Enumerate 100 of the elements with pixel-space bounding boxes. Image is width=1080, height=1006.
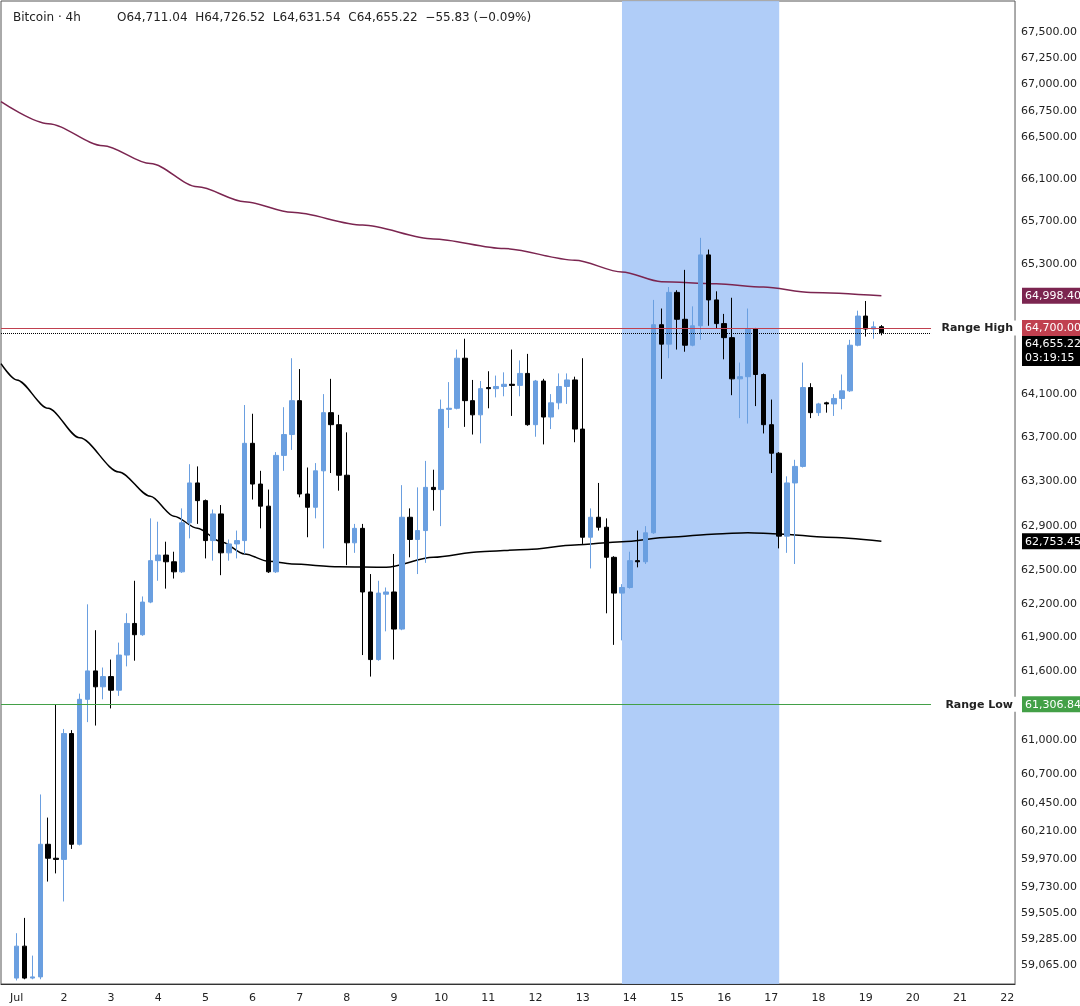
- y-tick-label: 64,100.00: [1021, 386, 1077, 400]
- candlestick: [155, 521, 161, 582]
- x-tick-label: 8: [343, 991, 351, 1004]
- y-tick-label: 60,210.00: [1021, 823, 1077, 837]
- candlestick: [509, 349, 515, 417]
- y-tick-label: 59,285.00: [1021, 931, 1077, 945]
- y-tick-label: 66,500.00: [1021, 129, 1077, 143]
- candlestick: [383, 586, 389, 632]
- y-tick-label: 61,900.00: [1021, 630, 1077, 644]
- candlestick: [344, 431, 350, 566]
- candlestick: [69, 729, 74, 850]
- candlestick: [533, 379, 538, 438]
- candlestick: [470, 379, 475, 436]
- ref-line-label: Range Low: [945, 697, 1014, 711]
- candlestick: [297, 368, 302, 498]
- candlestick: [478, 380, 483, 444]
- candlestick: [431, 469, 436, 512]
- y-tick-label: 61,600.00: [1021, 664, 1077, 678]
- candlestick: [564, 372, 570, 405]
- candlestick: [847, 339, 853, 393]
- x-tick-label: 6: [249, 991, 257, 1004]
- candlestick: [831, 393, 837, 417]
- candlestick: [187, 463, 192, 539]
- x-tick-label: 13: [575, 991, 590, 1004]
- x-tick-label: 5: [201, 991, 209, 1004]
- candlestick: [548, 393, 554, 430]
- x-tick-label: 20: [905, 991, 920, 1004]
- candlestick: [93, 629, 98, 727]
- candlestick: [328, 378, 334, 474]
- x-tick-label: 11: [481, 991, 496, 1004]
- x-tick-label: 3: [107, 991, 115, 1004]
- candlestick: [14, 932, 19, 981]
- candlestick: [517, 359, 523, 397]
- y-tick-label: 65,300.00: [1021, 256, 1077, 270]
- candlestick: [855, 310, 861, 347]
- y-tick-label: 59,505.00: [1021, 906, 1077, 920]
- candlestick: [399, 484, 405, 631]
- text: O64,711.04 H64,726.52 L64,631.54 C64,655.22 −55.83 (−0.09%): [117, 10, 532, 24]
- candlestick: [242, 404, 247, 555]
- y-tick-label: 67,500.00: [1021, 25, 1077, 39]
- ref-line-label: Range High: [941, 321, 1014, 335]
- candlestick: [203, 499, 208, 559]
- candlestick: [737, 362, 743, 419]
- x-tick-label: 4: [154, 991, 162, 1004]
- candlestick: [85, 603, 90, 723]
- candlestick: [30, 955, 35, 980]
- candlestick: [611, 555, 617, 646]
- candlestick: [281, 406, 287, 472]
- y-tick-label: 61,000.00: [1021, 732, 1077, 746]
- candlestick: [493, 375, 499, 398]
- candlestick: [808, 382, 813, 419]
- candlestick: [148, 517, 153, 604]
- y-tick-label: 63,700.00: [1021, 430, 1077, 444]
- candlestick: [690, 305, 695, 347]
- candlestick: [769, 399, 774, 474]
- candlestick: [745, 308, 751, 425]
- candlestick: [666, 286, 672, 359]
- y-tick-label: 67,250.00: [1021, 51, 1077, 65]
- candlestick: [45, 817, 51, 883]
- x-tick-label: 22: [1000, 991, 1015, 1004]
- y-tick-label: 65,700.00: [1021, 214, 1077, 228]
- candlestick: [588, 507, 593, 569]
- candlestick: [336, 414, 342, 492]
- x-tick-label: 10: [434, 991, 449, 1004]
- y-tick-label: 67,000.00: [1021, 77, 1077, 91]
- text: 64,998.40: [1025, 289, 1080, 303]
- candlestick: [423, 460, 428, 564]
- y-tick-label: 63,300.00: [1021, 474, 1077, 488]
- candlestick: [556, 372, 562, 410]
- candlestick: [627, 551, 633, 590]
- candlestick: [541, 378, 546, 445]
- x-tick-label: 17: [764, 991, 779, 1004]
- x-tick-label: 15: [670, 991, 685, 1004]
- candlestick: [784, 475, 790, 554]
- text: 64,655.22: [1025, 337, 1080, 351]
- candlestick: [132, 580, 137, 662]
- candlestick: [124, 612, 130, 667]
- candlestick: [706, 249, 711, 327]
- candlestick: [446, 381, 452, 429]
- candlestick: [289, 357, 295, 451]
- candlestick: [22, 917, 27, 980]
- x-tick-label: 2: [60, 991, 68, 1004]
- candlestick: [572, 376, 578, 443]
- candlestick: [53, 704, 59, 874]
- candlestick: [226, 538, 232, 562]
- candlestick: [140, 595, 145, 637]
- candlestick: [776, 451, 782, 549]
- candlestick: [407, 507, 413, 558]
- x-tick-label: Jul: [9, 991, 24, 1004]
- candlestick: [100, 667, 106, 700]
- candlestick: [273, 451, 279, 574]
- candlestick: [438, 399, 444, 527]
- y-tick-label: 66,750.00: [1021, 103, 1077, 117]
- text: 61,306.84: [1025, 697, 1080, 711]
- y-tick-label: 59,065.00: [1021, 957, 1077, 971]
- candlestick: [462, 338, 468, 428]
- x-tick-label: 9: [390, 991, 398, 1004]
- candlestick: [698, 237, 703, 341]
- candlestick: [714, 290, 719, 330]
- candlestick: [108, 659, 114, 709]
